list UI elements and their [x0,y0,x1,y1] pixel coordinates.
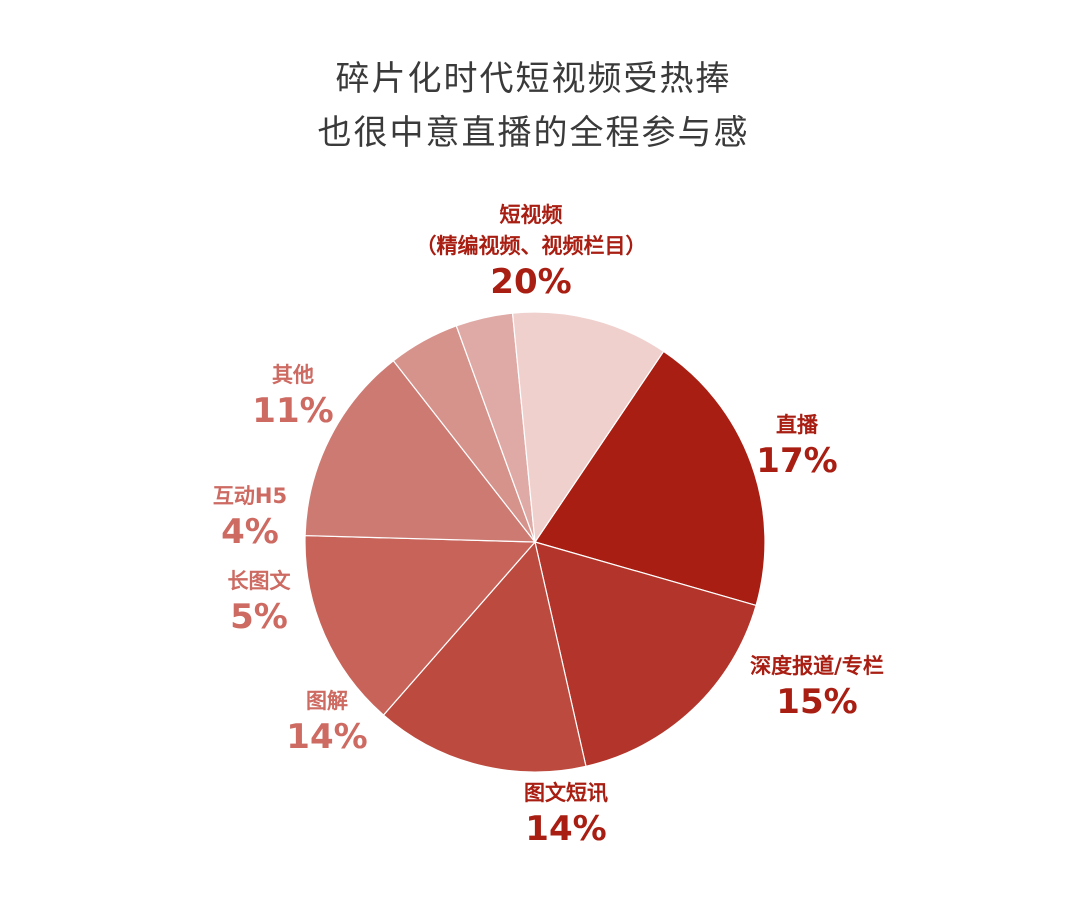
slice-label-name-5: 图解 [306,689,348,713]
slice-label-value-6: 5% [230,597,288,637]
chart-title: 碎片化时代短视频受热捧 也很中意直播的全程参与感 [0,52,1067,160]
slice-label-name-3: 深度报道/专栏 [750,654,884,678]
slice-label-value-3: 15% [776,682,857,722]
pie-slices [304,311,766,773]
slice-label-value-5: 14% [286,717,367,757]
pie-slice-8 [511,311,665,544]
slice-label-name-7: 互动H5 [213,484,287,508]
slice-label-value-7: 4% [221,512,279,552]
slice-label-value-4: 14% [525,809,606,849]
chart-title-line-1: 碎片化时代短视频受热捧 [335,59,732,99]
slice-label-value-2: 17% [756,441,837,481]
slice-label-name-6: 长图文 [228,569,292,593]
pie-slice-3 [382,540,587,773]
pie-slice-5 [304,359,537,543]
slice-label-name-8: 其他 [272,363,314,387]
chart-title-line-2: 也很中意直播的全程参与感 [317,113,750,153]
slice-label-subname-1: （精编视频、视频栏目） [416,234,647,258]
slice-label-value-1: 20% [490,262,571,302]
pie-labels: 短视频 （精编视频、视频栏目） 20% 直播 17% 深度报道/专栏 15% 图文短讯 14% 图… [213,203,884,849]
slice-label-name-2: 直播 [776,413,819,437]
slice-label-name-4: 图文短讯 [524,781,608,805]
slice-label-name-1: 短视频 [500,203,563,227]
pie-slice-2 [534,541,757,767]
pie-slice-4 [304,534,537,716]
slice-label-value-8: 11% [252,391,333,431]
pie-slice-1 [534,350,766,607]
